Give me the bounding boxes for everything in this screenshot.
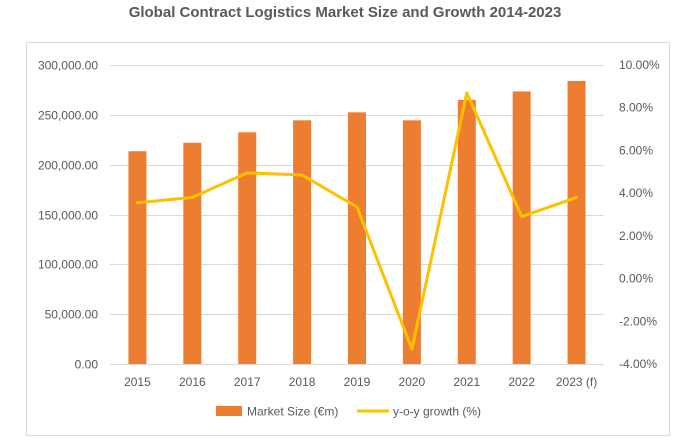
y-right-tick-label: 6.00% xyxy=(619,143,653,157)
y-right-tick-label: -2.00% xyxy=(619,314,657,328)
axes: 0.00 50,000.00 100,000.00 150,000.00 200,000… xyxy=(38,58,660,389)
y-left-tick-label: 200,000.00 xyxy=(38,159,98,173)
chart-frame xyxy=(26,42,670,436)
bar xyxy=(128,151,147,364)
bar xyxy=(293,120,312,364)
bar xyxy=(348,112,366,364)
bar-series xyxy=(128,80,586,365)
bar xyxy=(238,132,257,364)
bar xyxy=(457,99,476,364)
bar xyxy=(512,91,531,364)
x-tick-label: 2016 xyxy=(179,375,206,389)
y-right-tick-label: -4.00% xyxy=(619,357,657,371)
legend: Market Size (€m) y-o-y growth (%) xyxy=(216,405,481,419)
bar xyxy=(567,80,586,365)
x-tick-label: 2021 xyxy=(453,375,480,389)
x-tick-label: 2020 xyxy=(399,375,426,389)
y-left-tick-label: 250,000.00 xyxy=(38,109,98,123)
x-tick-label: 2018 xyxy=(289,375,316,389)
y-right-tick-label: 8.00% xyxy=(619,101,653,115)
x-tick-label: 2015 xyxy=(124,375,151,389)
growth-line xyxy=(135,91,579,351)
legend-label-growth: y-o-y growth (%) xyxy=(393,405,481,419)
x-tick-label: 2017 xyxy=(234,375,261,389)
x-tick-label: 2022 xyxy=(508,375,535,389)
y-right-tick-label: 4.00% xyxy=(619,186,653,200)
y-right-tick-label: 10.00% xyxy=(619,58,660,72)
x-tick-label: 2023 (f) xyxy=(556,375,597,389)
x-tick-label: 2019 xyxy=(344,375,371,389)
chart-title: Global Contract Logistics Market Size an… xyxy=(128,4,562,21)
y-left-tick-label: 150,000.00 xyxy=(38,209,98,223)
line-series xyxy=(135,91,579,351)
legend-swatch-market-size xyxy=(216,406,242,416)
y-left-tick-label: 0.00 xyxy=(75,358,99,372)
y-left-tick-label: 50,000.00 xyxy=(45,308,99,322)
bar xyxy=(183,142,202,364)
y-right-tick-label: 0.00% xyxy=(619,272,653,286)
y-left-tick-label: 100,000.00 xyxy=(38,258,98,272)
bar xyxy=(402,120,421,364)
y-right-tick-label: 2.00% xyxy=(619,229,653,243)
legend-label-market-size: Market Size (€m) xyxy=(247,405,338,419)
y-left-tick-label: 300,000.00 xyxy=(38,59,98,73)
